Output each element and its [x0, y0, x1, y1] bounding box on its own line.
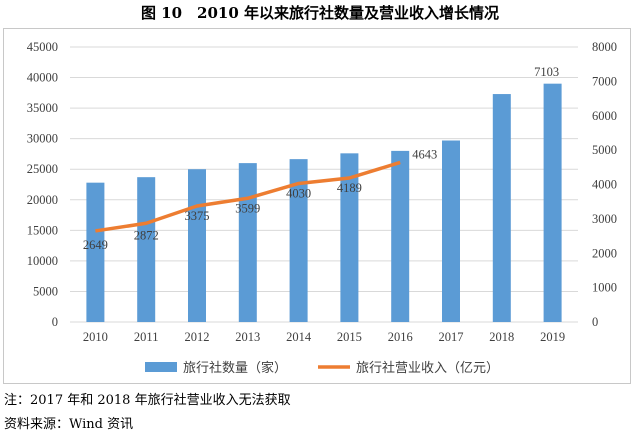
left-axis-tick-label: 45000 [27, 40, 58, 54]
x-axis-tick-label: 2011 [134, 330, 159, 344]
left-axis-tick-label: 30000 [27, 132, 58, 146]
left-axis-tick-label: 35000 [27, 101, 58, 115]
right-axis-tick-label: 1000 [592, 281, 617, 295]
revenue-data-label: 4030 [286, 186, 311, 200]
bar-2013 [238, 163, 257, 322]
right-axis-tick-label: 0 [592, 315, 598, 329]
bar-2019 [543, 83, 562, 323]
bar-2018 [492, 94, 511, 322]
x-axis-tick-label: 2016 [388, 330, 413, 344]
x-axis-tick-label: 2014 [286, 330, 312, 344]
chart-title: 图 10 2010 年以来旅行社数量及营业收入增长情况 [140, 4, 500, 22]
legend-label-line: 旅行社营业收入（亿元） [356, 360, 499, 376]
bar-2012 [188, 169, 206, 322]
right-axis-tick-label: 4000 [592, 178, 617, 192]
x-axis-tick-label: 2019 [540, 330, 565, 344]
left-axis-tick-label: 15000 [27, 223, 58, 237]
right-axis-tick-label: 3000 [592, 212, 617, 226]
left-axis-tick-label: 5000 [33, 284, 58, 298]
revenue-data-label: 3375 [185, 209, 210, 223]
revenue-data-label: 7103 [534, 65, 559, 79]
bar-2010 [86, 182, 105, 322]
revenue-data-label: 2649 [83, 238, 108, 252]
x-axis-tick-label: 2015 [337, 330, 362, 344]
left-axis-tick-label: 10000 [27, 254, 58, 268]
combo-chart: 2649 2872 3375 3599 4030 4189 4643 7103 0 5000 10… [27, 40, 617, 376]
left-axis-ticks: 0 5000 10000 15000 20000 25000 30000 35000 40000… [27, 40, 58, 329]
bar-2011 [137, 177, 156, 322]
footnote: 注：2017 年和 2018 年旅行社营业收入无法获取 [4, 393, 291, 408]
source-note: 资料来源：Wind 资讯 [4, 417, 134, 432]
right-axis-tick-label: 5000 [592, 143, 617, 157]
right-axis-tick-label: 2000 [592, 246, 617, 260]
legend-label-bar: 旅行社数量（家） [183, 360, 287, 376]
revenue-data-label: 4643 [412, 147, 437, 161]
x-axis-tick-label: 2010 [83, 330, 108, 344]
left-axis-tick-label: 20000 [27, 193, 58, 207]
right-axis-tick-label: 6000 [592, 109, 617, 123]
legend: 旅行社数量（家） 旅行社营业收入（亿元） [145, 360, 499, 376]
left-axis-tick-label: 0 [52, 315, 58, 329]
x-axis-tick-label: 2012 [185, 330, 210, 344]
revenue-data-label: 4189 [337, 181, 362, 195]
left-axis-tick-label: 25000 [27, 162, 58, 176]
right-axis-tick-label: 8000 [592, 40, 617, 54]
right-axis-tick-label: 7000 [592, 74, 617, 88]
left-axis-tick-label: 40000 [27, 71, 58, 85]
bar-2014 [289, 159, 308, 322]
bar-2017 [442, 140, 460, 322]
bar-2015 [340, 153, 359, 322]
x-axis-ticks: 2010 2011 2012 2013 2014 2015 2016 2017 2018 2019 [83, 330, 565, 344]
bar-2016 [391, 150, 410, 322]
chart-frame [3, 28, 631, 384]
revenue-data-label: 2872 [134, 228, 159, 242]
legend-swatch-bar [145, 362, 177, 372]
revenue-data-label: 3599 [235, 201, 260, 215]
line-series [95, 160, 401, 233]
x-axis-tick-label: 2017 [439, 330, 464, 344]
data-labels: 2649 2872 3375 3599 4030 4189 4643 7103 [83, 65, 559, 252]
bar-series [86, 83, 562, 323]
x-axis-tick-label: 2018 [489, 330, 514, 344]
revenue-line [95, 160, 401, 233]
x-axis-tick-label: 2013 [235, 330, 260, 344]
right-axis-ticks: 0 1000 2000 3000 4000 5000 6000 7000 8000 [592, 40, 617, 329]
